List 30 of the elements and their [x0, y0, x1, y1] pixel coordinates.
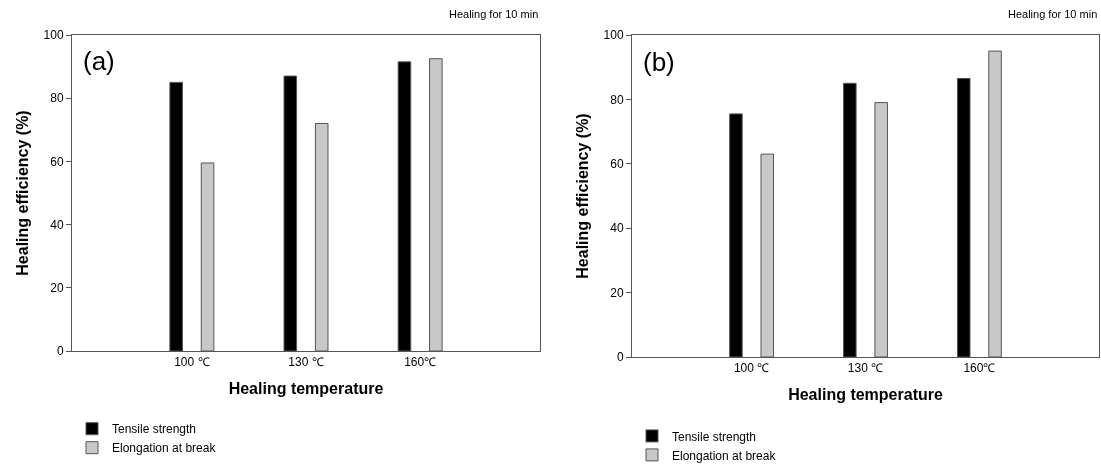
- x-tick-label: 160℃: [963, 361, 996, 376]
- y-axis-title: Healing efficiency (%): [14, 110, 32, 276]
- x-tick-label: 130 ℃: [847, 361, 884, 376]
- y-tick-label: 80: [50, 91, 64, 106]
- y-tick-label: 40: [50, 217, 64, 232]
- text: Healing for 10 min: [449, 8, 539, 20]
- legend-label: Tensile strength: [112, 422, 197, 437]
- y-tick-label: 100: [43, 28, 64, 43]
- y-tick-label: 60: [50, 154, 64, 169]
- text: Healing for 10 min: [1008, 8, 1098, 20]
- x-axis-title: Healing temperature: [228, 380, 384, 398]
- x-tick-label: 100 ℃: [733, 361, 770, 376]
- y-tick-label: 80: [610, 92, 624, 107]
- annotation: (b): [643, 47, 675, 77]
- x-tick-label: 100 ℃: [174, 355, 210, 370]
- legend-label: Elongation at break: [672, 448, 777, 463]
- y-tick-label: 0: [56, 344, 64, 359]
- x-axis-title: Healing temperature: [788, 386, 943, 404]
- legend-label: Tensile strength: [672, 429, 757, 444]
- y-tick-label: 60: [610, 157, 624, 171]
- y-tick-label: 20: [610, 285, 624, 300]
- y-tick-label: 0: [616, 350, 624, 365]
- legend-label: Elongation at break: [112, 441, 217, 456]
- y-tick-label: 20: [50, 281, 64, 295]
- annotation: (a): [83, 46, 115, 76]
- y-tick-label: 40: [610, 221, 624, 236]
- y-tick-label: 100: [603, 28, 624, 43]
- x-tick-label: 130 ℃: [288, 355, 324, 370]
- y-axis-title: Healing efficiency (%): [574, 113, 592, 279]
- x-tick-label: 160℃: [404, 355, 437, 370]
